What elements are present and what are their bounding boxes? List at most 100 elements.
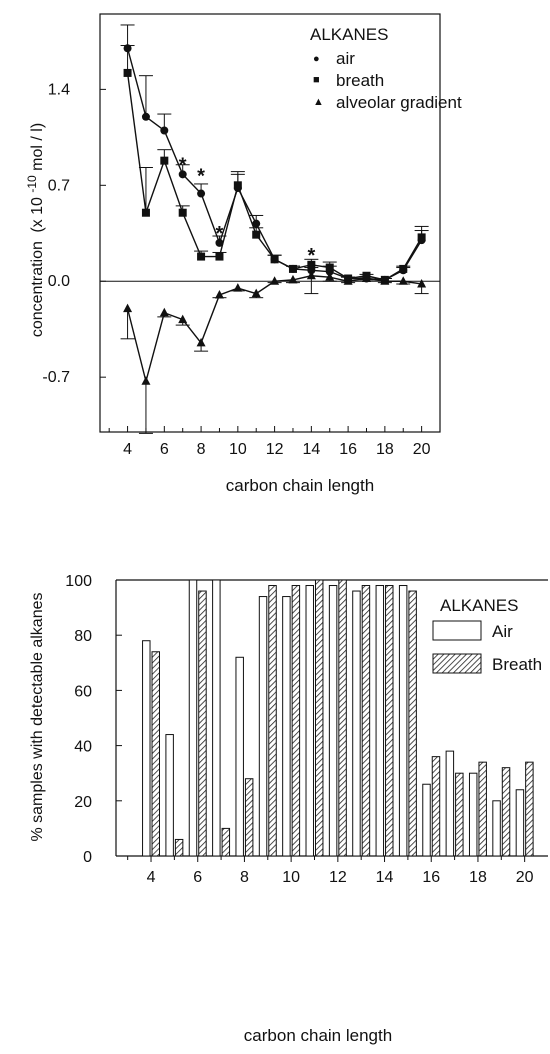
x-tick-label: 6 [160,441,169,458]
point-circle [197,189,206,198]
bar-x-tick-label: 4 [147,869,156,886]
bar-breath-19 [501,767,511,857]
x-tick-label: 18 [376,441,394,458]
bar-air-10 [282,596,291,857]
bar-x-axis-ticks: 4 6 8 10 12 14 16 18 20 [127,856,534,886]
y-tick-label: 1.4 [48,81,70,98]
x-tick-label: 12 [266,441,284,458]
bar-x-tick-label: 20 [516,869,534,886]
point-triangle [270,276,280,285]
x-tick-label: 14 [302,441,320,458]
x-tick-label: 16 [339,441,357,458]
bar-x-tick-label: 6 [193,869,202,886]
bar-legend-title: ALKANES [440,596,518,615]
bar-air-6 [188,579,198,857]
bar-air-18 [468,772,478,857]
x-tick-label: 10 [229,441,247,458]
point-circle [141,112,150,121]
point-triangle [123,303,133,313]
point-circle [178,170,187,179]
point-square [141,208,150,217]
bar-breath-14 [385,585,394,857]
line-plot-frame [99,13,441,433]
bar-legend: ALKANES Air Breath [432,596,542,674]
point-triangle [214,289,224,299]
bar-breath-12 [338,579,347,857]
x-tick-label: 20 [413,441,431,458]
x-tick-label: 4 [123,441,132,458]
line-y-axis-label: concentration (x 10 -10 mol / l) [23,123,46,337]
bar-air-14 [375,585,385,857]
bar-breath-18 [478,761,487,857]
bar-breath-5 [174,838,184,857]
point-square [197,252,206,261]
series-triangle [120,270,429,434]
bar-group [142,579,534,857]
bar-breath-15 [408,590,417,857]
x-tick-label: 8 [197,441,206,458]
bar-x-tick-label: 8 [240,869,249,886]
point-triangle [417,278,427,288]
bar-breath-9 [268,585,277,857]
point-triangle [306,270,316,280]
point-square [399,264,408,273]
bar-y-axis-ticks: 100 80 60 40 20 0 [65,573,122,866]
bar-breath-4 [151,651,160,857]
significance-star: * [197,165,205,187]
bar-x-tick-label: 16 [422,869,440,886]
point-square [270,255,279,264]
bar-x-tick-label: 18 [469,869,487,886]
legend-breath-swatch [432,653,482,674]
bar-breath-20 [525,761,534,857]
point-square [178,208,187,217]
series-line [126,275,422,385]
point-circle [215,238,224,247]
bar-air-4 [142,640,151,857]
point-square [325,263,334,272]
bar-y-tick-label: 100 [65,573,92,590]
point-triangle [398,276,408,285]
legend-gradient-label: alveolar gradient [336,93,462,112]
point-square [233,181,242,190]
bar-breath-7 [221,827,231,857]
bar-y-tick-label: 40 [74,739,92,756]
point-triangle [251,288,261,298]
line-legend: ALKANES ● air ■ breath ▲ alveolar gradie… [310,25,462,112]
y-tick-label: 0.7 [48,177,70,194]
legend-gradient-marker: ▲ [313,96,324,108]
line-y-axis-unit-tail: mol / l) [29,123,46,171]
point-triangle [178,314,188,324]
point-square [288,264,297,273]
bar-air-11 [305,585,314,857]
bar-breath-6 [198,590,207,857]
point-square [160,156,169,165]
significance-marks: * * * * [179,154,316,266]
point-triangle [361,273,371,283]
bar-breath-16 [431,756,441,857]
legend-air-swatch [432,620,482,641]
bar-breath-8 [244,778,254,857]
line-legend-title: ALKANES [310,25,388,44]
legend-air-marker: ● [313,53,320,65]
bar-air-20 [515,789,525,857]
significance-star: * [307,245,315,267]
concentration-chart: 1.4 0.7 0.0 -0.7 4 6 8 10 12 14 16 18 20 * * * * ALKAN… [23,13,462,495]
bar-y-tick-label: 60 [74,683,92,700]
line-x-axis-ticks: 4 6 8 10 12 14 16 18 20 [108,426,431,458]
significance-star: * [216,223,224,245]
bar-air-9 [258,596,268,857]
bar-breath-17 [455,772,464,857]
legend-air-label: air [336,49,355,68]
bar-y-tick-label: 80 [74,628,92,645]
point-square [307,260,316,269]
bar-air-17 [445,750,455,857]
point-square [252,230,261,239]
point-square [417,233,426,242]
line-y-axis-ticks: 1.4 0.7 0.0 -0.7 [42,81,106,386]
legend-air-bar-label: Air [492,622,513,641]
point-triangle [380,276,390,285]
bar-air-5 [165,734,174,857]
bar-y-tick-label: 0 [83,849,92,866]
point-triangle [196,337,206,347]
point-triangle [141,376,151,385]
